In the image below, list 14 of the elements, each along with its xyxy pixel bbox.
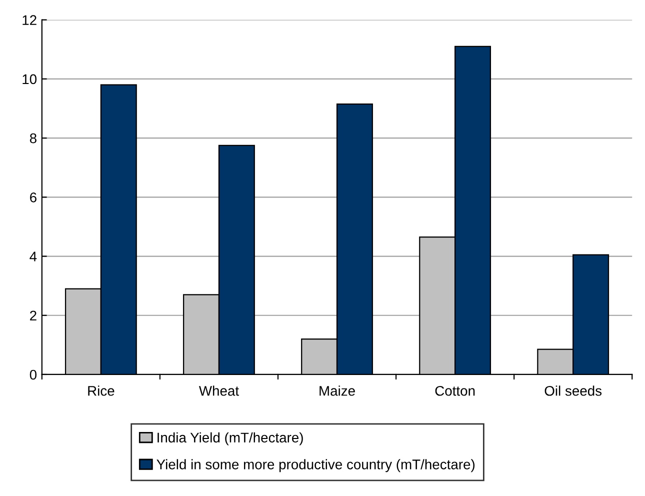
x-tick-label: Maize: [320, 386, 355, 396]
x-tick-label: Wheat: [198, 386, 239, 396]
y-tick-label: 10: [22, 74, 37, 84]
x-tick-label: Oil seeds: [544, 386, 602, 396]
x-tick-label: Cotton: [435, 386, 475, 396]
y-tick-label: 8: [30, 133, 36, 144]
legend-label: Yield in some more productive country (mT/hectare): [156, 459, 475, 472]
y-tick-label: 6: [30, 192, 36, 202]
y-tick-label: 4: [30, 252, 37, 262]
y-tick-label: 0: [30, 370, 37, 380]
legend-label: India Yield (mT/hectare): [158, 432, 303, 446]
x-tick-label: Rice: [88, 386, 114, 396]
y-tick-label: 12: [22, 15, 36, 25]
y-tick-label: 2: [30, 310, 36, 320]
